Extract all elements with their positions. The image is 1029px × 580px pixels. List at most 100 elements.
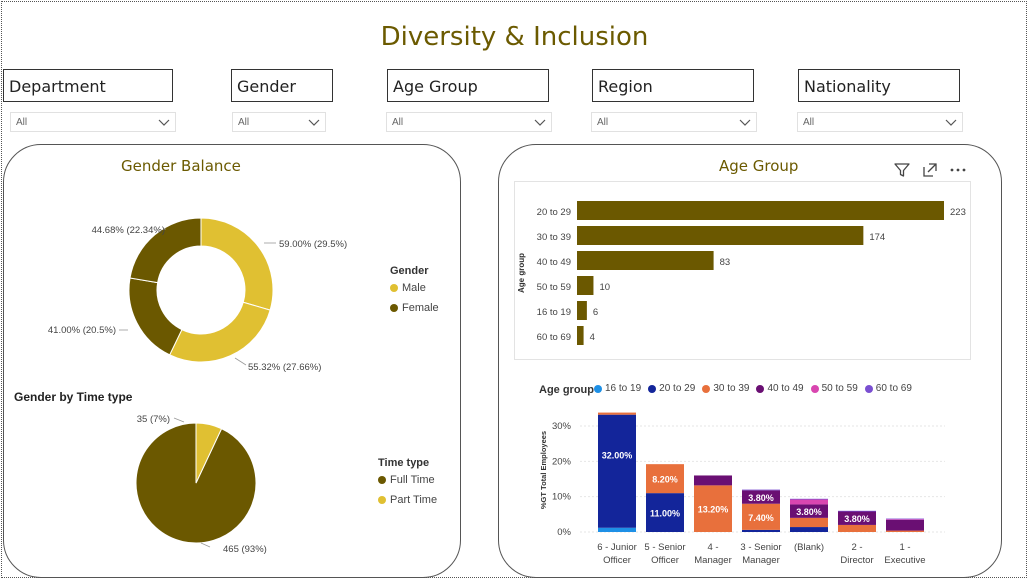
stacked-legend-item[interactable]: 20 to 29	[648, 383, 695, 394]
stack-segment-40-to-49[interactable]	[694, 475, 732, 486]
y-tick-label: 50 to 59	[537, 282, 571, 293]
stack-segment-40-to-49[interactable]	[838, 511, 876, 525]
slicer-nationality-dropdown[interactable]: All	[797, 112, 963, 132]
stack-segment-30-to-39[interactable]	[598, 412, 636, 415]
pie-slice-part-time[interactable]	[195, 422, 223, 484]
x-tick-label: Manager	[742, 555, 780, 566]
x-tick-label: Executive	[884, 555, 925, 566]
stacked-legend-item[interactable]: 50 to 59	[810, 383, 858, 394]
stack-segment-30-to-39[interactable]	[742, 503, 780, 530]
data-label: 3.80%	[844, 514, 870, 524]
x-tick-label: 3 - Senior	[740, 542, 781, 553]
legend-dot-icon	[702, 384, 711, 393]
x-tick-label: 4 -	[707, 542, 718, 553]
x-tick-label: Officer	[603, 555, 631, 566]
legend-dot-icon	[648, 384, 657, 393]
stack-segment-60-to-69[interactable]	[838, 510, 876, 512]
legend-label: 40 to 49	[767, 383, 804, 394]
stack-segment-20-to-29[interactable]	[598, 414, 636, 528]
stack-segment-30-to-39[interactable]	[694, 485, 732, 532]
donut-slice-male-1[interactable]	[169, 301, 271, 363]
y-tick-label: 20%	[552, 456, 572, 467]
stack-segment-30-to-39[interactable]	[838, 524, 876, 532]
x-tick-label: Manager	[694, 555, 732, 566]
x-tick-label: 1 -	[899, 542, 910, 553]
bar-60-to-69[interactable]	[577, 326, 584, 345]
slicer-age-group-value: All	[392, 117, 404, 128]
donut-slice-female-1[interactable]	[129, 217, 202, 284]
stacked-legend-item[interactable]: 16 to 19	[594, 383, 641, 394]
donut-label-4: 44.68% (22.34%)	[92, 225, 165, 236]
bar-16-to-19[interactable]	[577, 301, 587, 320]
legend-item-male[interactable]: Male	[390, 282, 426, 294]
bar-20-to-29[interactable]	[577, 201, 944, 220]
chevron-down-icon	[308, 119, 320, 126]
data-label: 7.40%	[748, 513, 774, 523]
bar-30-to-39[interactable]	[577, 226, 864, 245]
pie-leader-line	[200, 542, 211, 548]
stack-segment-20-to-29[interactable]	[646, 493, 684, 532]
legend-item-part-time[interactable]: Part Time	[378, 494, 437, 506]
bar-value-label: 4	[590, 332, 595, 343]
legend-item-full-time[interactable]: Full Time	[378, 474, 435, 486]
stack-segment-40-to-49[interactable]	[790, 504, 828, 518]
slicer-gender-header: Gender	[231, 69, 333, 102]
pie-leader-line	[173, 417, 185, 423]
stacked-legend-item[interactable]: 60 to 69	[864, 383, 912, 394]
legend-item-female[interactable]: Female	[390, 302, 439, 314]
stack-segment-20-to-29[interactable]	[742, 529, 780, 532]
slicer-department-dropdown[interactable]: All	[10, 112, 176, 132]
time-type-pie: 35 (7%) 465 (93%)	[135, 414, 267, 555]
more-options-icon[interactable]	[949, 161, 967, 179]
legend-dot-icon	[378, 476, 386, 484]
slicer-gender-value: All	[238, 117, 250, 128]
legend-label: Full Time	[390, 474, 435, 486]
legend-label: Male	[402, 282, 426, 294]
stacked-legend-item[interactable]: 30 to 39	[702, 383, 749, 394]
donut-leader-line	[234, 357, 247, 366]
data-label: 3.80%	[796, 507, 822, 517]
y-tick-label: 60 to 69	[537, 332, 571, 343]
stack-segment-30-to-39[interactable]	[790, 517, 828, 528]
bar-value-label: 10	[599, 282, 610, 293]
bar-40-to-49[interactable]	[577, 251, 714, 270]
chevron-down-icon	[739, 119, 751, 126]
x-tick-label: Director	[840, 555, 873, 566]
stack-segment-16-to-19[interactable]	[598, 527, 636, 532]
stacked-legend-item[interactable]: 40 to 49	[756, 383, 804, 394]
stack-segment-30-to-39[interactable]	[646, 464, 684, 494]
stack-segment-40-to-49[interactable]	[886, 519, 924, 531]
stack-segment-50-to-59[interactable]	[790, 499, 828, 505]
filter-icon[interactable]	[893, 161, 911, 179]
stack-segment-60-to-69[interactable]	[886, 518, 924, 520]
stack-segment-60-to-69[interactable]	[790, 498, 828, 500]
pie-label-full-time: 465 (93%)	[223, 544, 267, 555]
chevron-down-icon	[534, 119, 546, 126]
slicer-gender-dropdown[interactable]: All	[232, 112, 326, 132]
donut-label-2: 55.32% (27.66%)	[248, 362, 321, 373]
slicer-age-group-dropdown[interactable]: All	[386, 112, 552, 132]
chevron-down-icon	[158, 119, 170, 126]
data-label: 3.80%	[748, 493, 774, 503]
legend-label: Female	[402, 302, 439, 314]
slicer-region-dropdown[interactable]: All	[591, 112, 757, 132]
x-tick-label: 5 - Senior	[644, 542, 685, 553]
stack-segment-20-to-29[interactable]	[790, 527, 828, 532]
y-tick-label: 10%	[552, 492, 572, 503]
y-tick-label: 40 to 49	[537, 257, 571, 268]
donut-slice-male-0[interactable]	[200, 217, 274, 311]
focus-mode-icon[interactable]	[921, 161, 939, 179]
slicer-age-group-header: Age Group	[387, 69, 549, 102]
age-group-bar-chart: Age group 20 to 29 223 30 to 39 174 40 to 49 8…	[517, 201, 966, 345]
legend-dot-icon	[594, 384, 602, 393]
bar-50-to-59[interactable]	[577, 276, 594, 295]
stack-segment-30-to-39[interactable]	[886, 530, 924, 532]
stack-segment-40-to-49[interactable]	[742, 490, 780, 504]
stack-segment-60-to-69[interactable]	[742, 489, 780, 491]
donut-slice-female-0[interactable]	[128, 277, 183, 356]
legend-dot-icon	[390, 304, 398, 312]
stack-segment-50-to-59[interactable]	[886, 519, 924, 520]
x-tick-label: 2 -	[851, 542, 862, 553]
legend-label: 50 to 59	[821, 383, 858, 394]
